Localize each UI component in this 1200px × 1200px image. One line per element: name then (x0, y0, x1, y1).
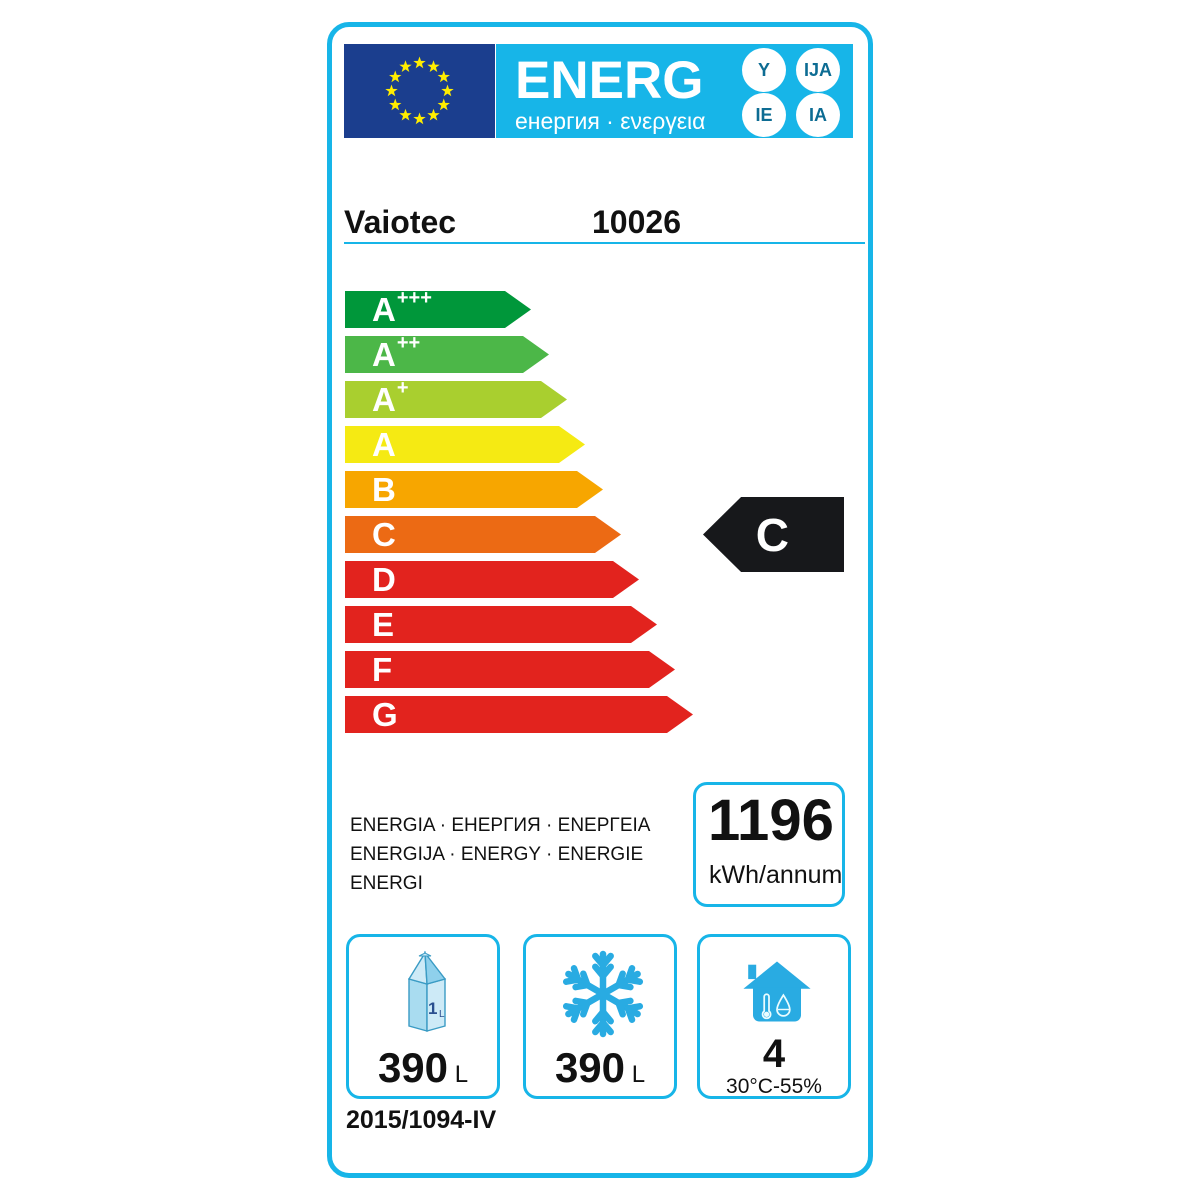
svg-text:L: L (439, 1009, 445, 1020)
svg-text:1: 1 (428, 999, 437, 1018)
